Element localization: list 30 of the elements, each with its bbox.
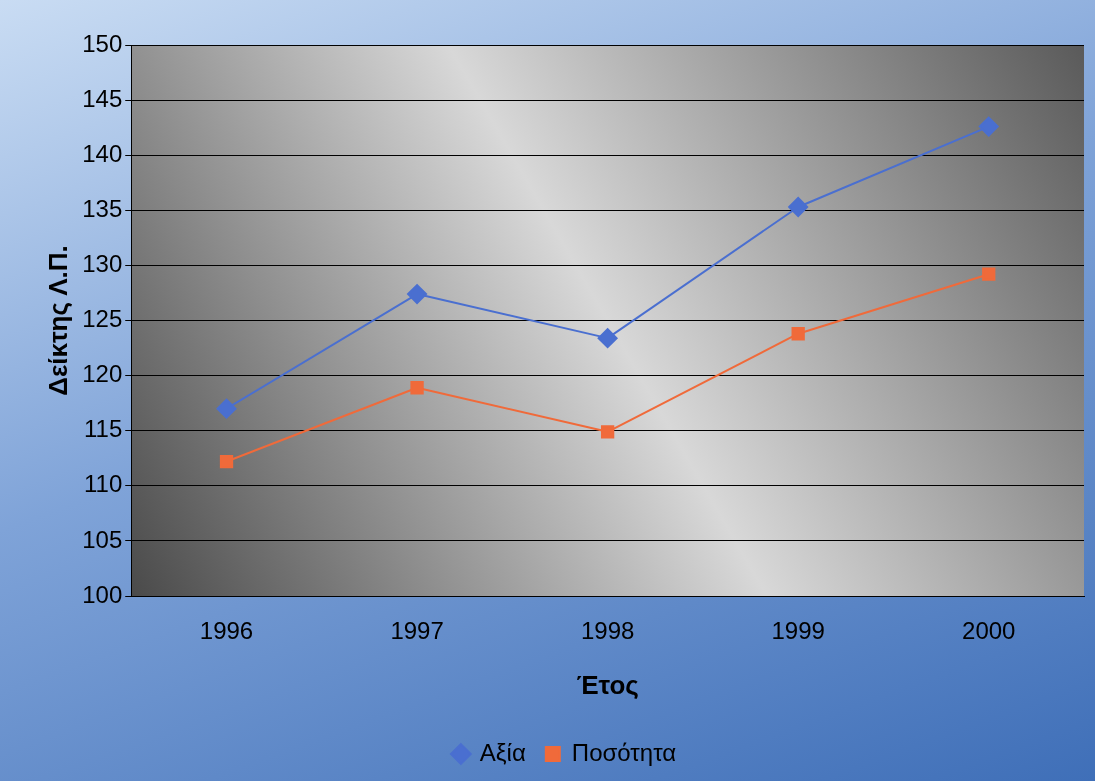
legend-label: Ποσότητα	[571, 738, 677, 766]
x-axis-title: Έτος	[576, 669, 639, 700]
legend-label: Αξία	[479, 738, 526, 766]
y-tick-label: 100	[82, 580, 123, 608]
y-tick-label: 130	[82, 250, 123, 278]
x-tick-label: 1998	[580, 617, 635, 645]
point	[597, 328, 618, 349]
y-tick-label: 120	[82, 360, 123, 388]
y-tick-label: 105	[82, 525, 123, 553]
y-tick-label: 110	[83, 470, 123, 498]
y-tick-label: 150	[82, 29, 123, 57]
y-axis-title: Δείκτης Λ.Π.	[42, 245, 73, 396]
y-tick-label: 135	[82, 194, 123, 222]
point	[978, 116, 999, 137]
point	[407, 284, 428, 305]
x-tick-label: 1997	[390, 617, 444, 645]
x-tick-label: 2000	[962, 617, 1016, 645]
x-tick-label: 1999	[771, 617, 825, 645]
point	[788, 196, 809, 217]
point	[219, 454, 234, 469]
x-tick-label: 1996	[199, 617, 254, 645]
point	[600, 425, 615, 439]
y-tick-label: 140	[82, 139, 123, 167]
point	[410, 381, 424, 395]
y-tick-label: 125	[82, 305, 123, 333]
point	[982, 267, 996, 281]
point	[216, 398, 237, 419]
point	[791, 327, 805, 341]
y-tick-label: 115	[83, 415, 123, 443]
y-tick-label: 145	[82, 84, 123, 112]
